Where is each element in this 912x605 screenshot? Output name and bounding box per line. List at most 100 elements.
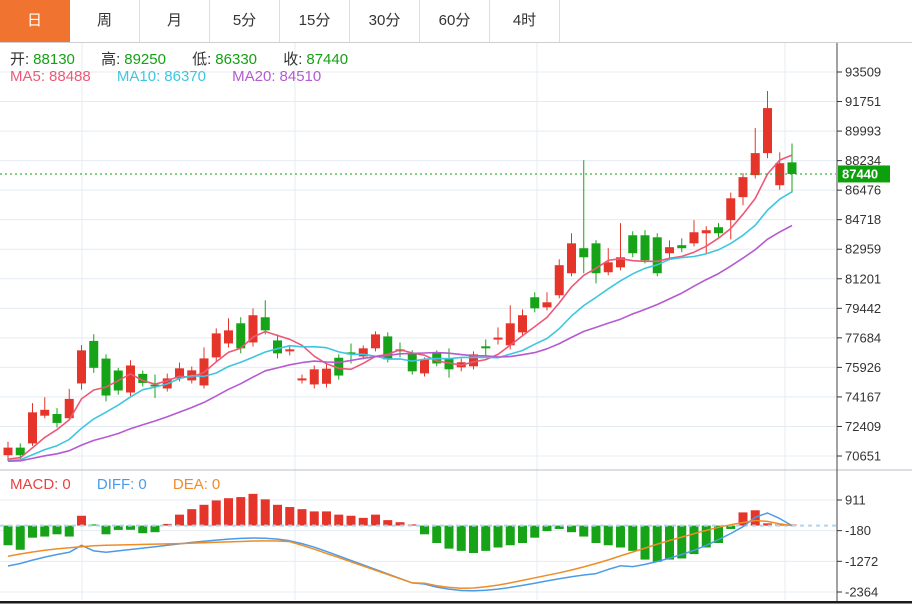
macd-hist-bar (3, 525, 13, 546)
macd-hist-bar (714, 525, 723, 544)
candle-body (518, 315, 527, 333)
candle-body (346, 352, 356, 355)
high-label: 高: (101, 51, 121, 68)
last-price-badge-text: 87440 (842, 166, 878, 181)
candle-body (763, 108, 772, 154)
macd-hist-bar (199, 504, 209, 526)
candle-body (420, 359, 429, 374)
axis-label: 82959 (845, 242, 881, 257)
open-value: 88130 (33, 51, 75, 68)
candle-body (322, 368, 331, 384)
macd-hist-bar (616, 525, 625, 548)
macd-hist-bar (554, 525, 564, 529)
candle-body (689, 232, 699, 244)
close-label: 收: (283, 51, 303, 68)
candle-body (371, 334, 380, 349)
macd-hist-bar (481, 525, 491, 551)
axis-label: 911 (845, 493, 866, 508)
axis-label: 79442 (845, 301, 881, 316)
candle-body (40, 409, 50, 416)
macd-hist-bar (530, 525, 540, 538)
candle-body (15, 447, 25, 456)
macd-hist-bar (113, 525, 123, 530)
macd-hist-bar (640, 525, 650, 560)
macd-hist-bar (542, 525, 552, 532)
candle-body (236, 323, 246, 349)
tab-4时[interactable]: 4时 (490, 0, 560, 42)
candle-body (285, 349, 295, 352)
candle-body (787, 162, 797, 174)
candle-body (628, 235, 638, 254)
tab-15分[interactable]: 15分 (280, 0, 350, 42)
macd-hist-bar (579, 525, 589, 537)
dea-value: 0 (211, 476, 221, 493)
candle-body (579, 248, 589, 258)
tab-日[interactable]: 日 (0, 0, 70, 42)
macd-hist-bar (456, 525, 466, 551)
candle-body (530, 297, 540, 309)
last-price-badge (838, 165, 890, 183)
macd-hist-bar (665, 525, 674, 560)
ma-bar: MA5: 88488 MA10: 86370 MA20: 84510 (10, 68, 325, 85)
candle-body (640, 235, 650, 261)
macd-hist-bar (371, 514, 380, 526)
low-label: 低: (192, 51, 212, 68)
macd-hist-bar (248, 493, 258, 526)
macd-hist-bar (407, 524, 417, 526)
macd-hist-bar (28, 525, 37, 538)
candle-body (677, 245, 687, 249)
macd-hist-bar (334, 514, 344, 526)
macd-hist-bar (628, 525, 638, 551)
macd-hist-bar (77, 515, 86, 526)
candle-body (64, 398, 74, 419)
ma5-line (7, 154, 793, 460)
axis-label: -180 (845, 523, 871, 538)
diff-value: 0 (138, 476, 147, 493)
dea-line (7, 519, 793, 589)
macd-hist-bar (162, 523, 172, 526)
timeframe-tabs: 日周月 5分 15分 30分 60分 4时 (0, 0, 912, 43)
tab-周[interactable]: 周 (70, 0, 140, 42)
macd-hist-bar (40, 525, 50, 537)
candle-body (273, 340, 282, 354)
candle-body (481, 346, 491, 349)
candle-body (554, 265, 564, 296)
candle-body (309, 369, 319, 385)
axis-label: 89993 (845, 124, 881, 139)
macd-hist-bar (273, 504, 282, 526)
candle-body (567, 243, 576, 274)
macd-hist-bar (126, 525, 135, 530)
macd-bar: MACD: 0 DIFF: 0 DEA: 0 (10, 476, 224, 493)
candle-body (665, 247, 674, 254)
macd-value: 0 (62, 476, 71, 493)
candle-body (726, 198, 736, 221)
candle-body (175, 368, 184, 379)
ma5-value: 88488 (49, 68, 91, 85)
ma10-line (7, 191, 793, 462)
macd-hist-bar (591, 525, 601, 544)
ma20-label: MA20: (232, 68, 276, 85)
tab-5分[interactable]: 5分 (210, 0, 280, 42)
macd-hist-bar (260, 499, 270, 526)
candle-body (616, 257, 625, 268)
bottom-border (0, 601, 912, 604)
macd-hist-bar (677, 525, 687, 559)
dea-label: DEA: (172, 476, 208, 493)
axis-label: 74167 (845, 389, 881, 404)
tab-60分[interactable]: 60分 (420, 0, 490, 42)
candle-body (750, 153, 760, 176)
tab-月[interactable]: 月 (140, 0, 210, 42)
axis-label: 84718 (845, 212, 881, 227)
axis-label: 81201 (845, 271, 881, 286)
macd-hist-bar (432, 525, 442, 544)
ma20-line (7, 224, 793, 462)
macd-hist-bar (297, 509, 307, 526)
candle-body (493, 337, 503, 340)
macd-hist-bar (395, 522, 405, 526)
macd-hist-bar (89, 524, 99, 526)
macd-hist-bar (101, 525, 111, 535)
macd-hist-bar (285, 507, 295, 526)
candle-body (77, 350, 86, 384)
tab-30分[interactable]: 30分 (350, 0, 420, 42)
candle-body (138, 373, 148, 383)
